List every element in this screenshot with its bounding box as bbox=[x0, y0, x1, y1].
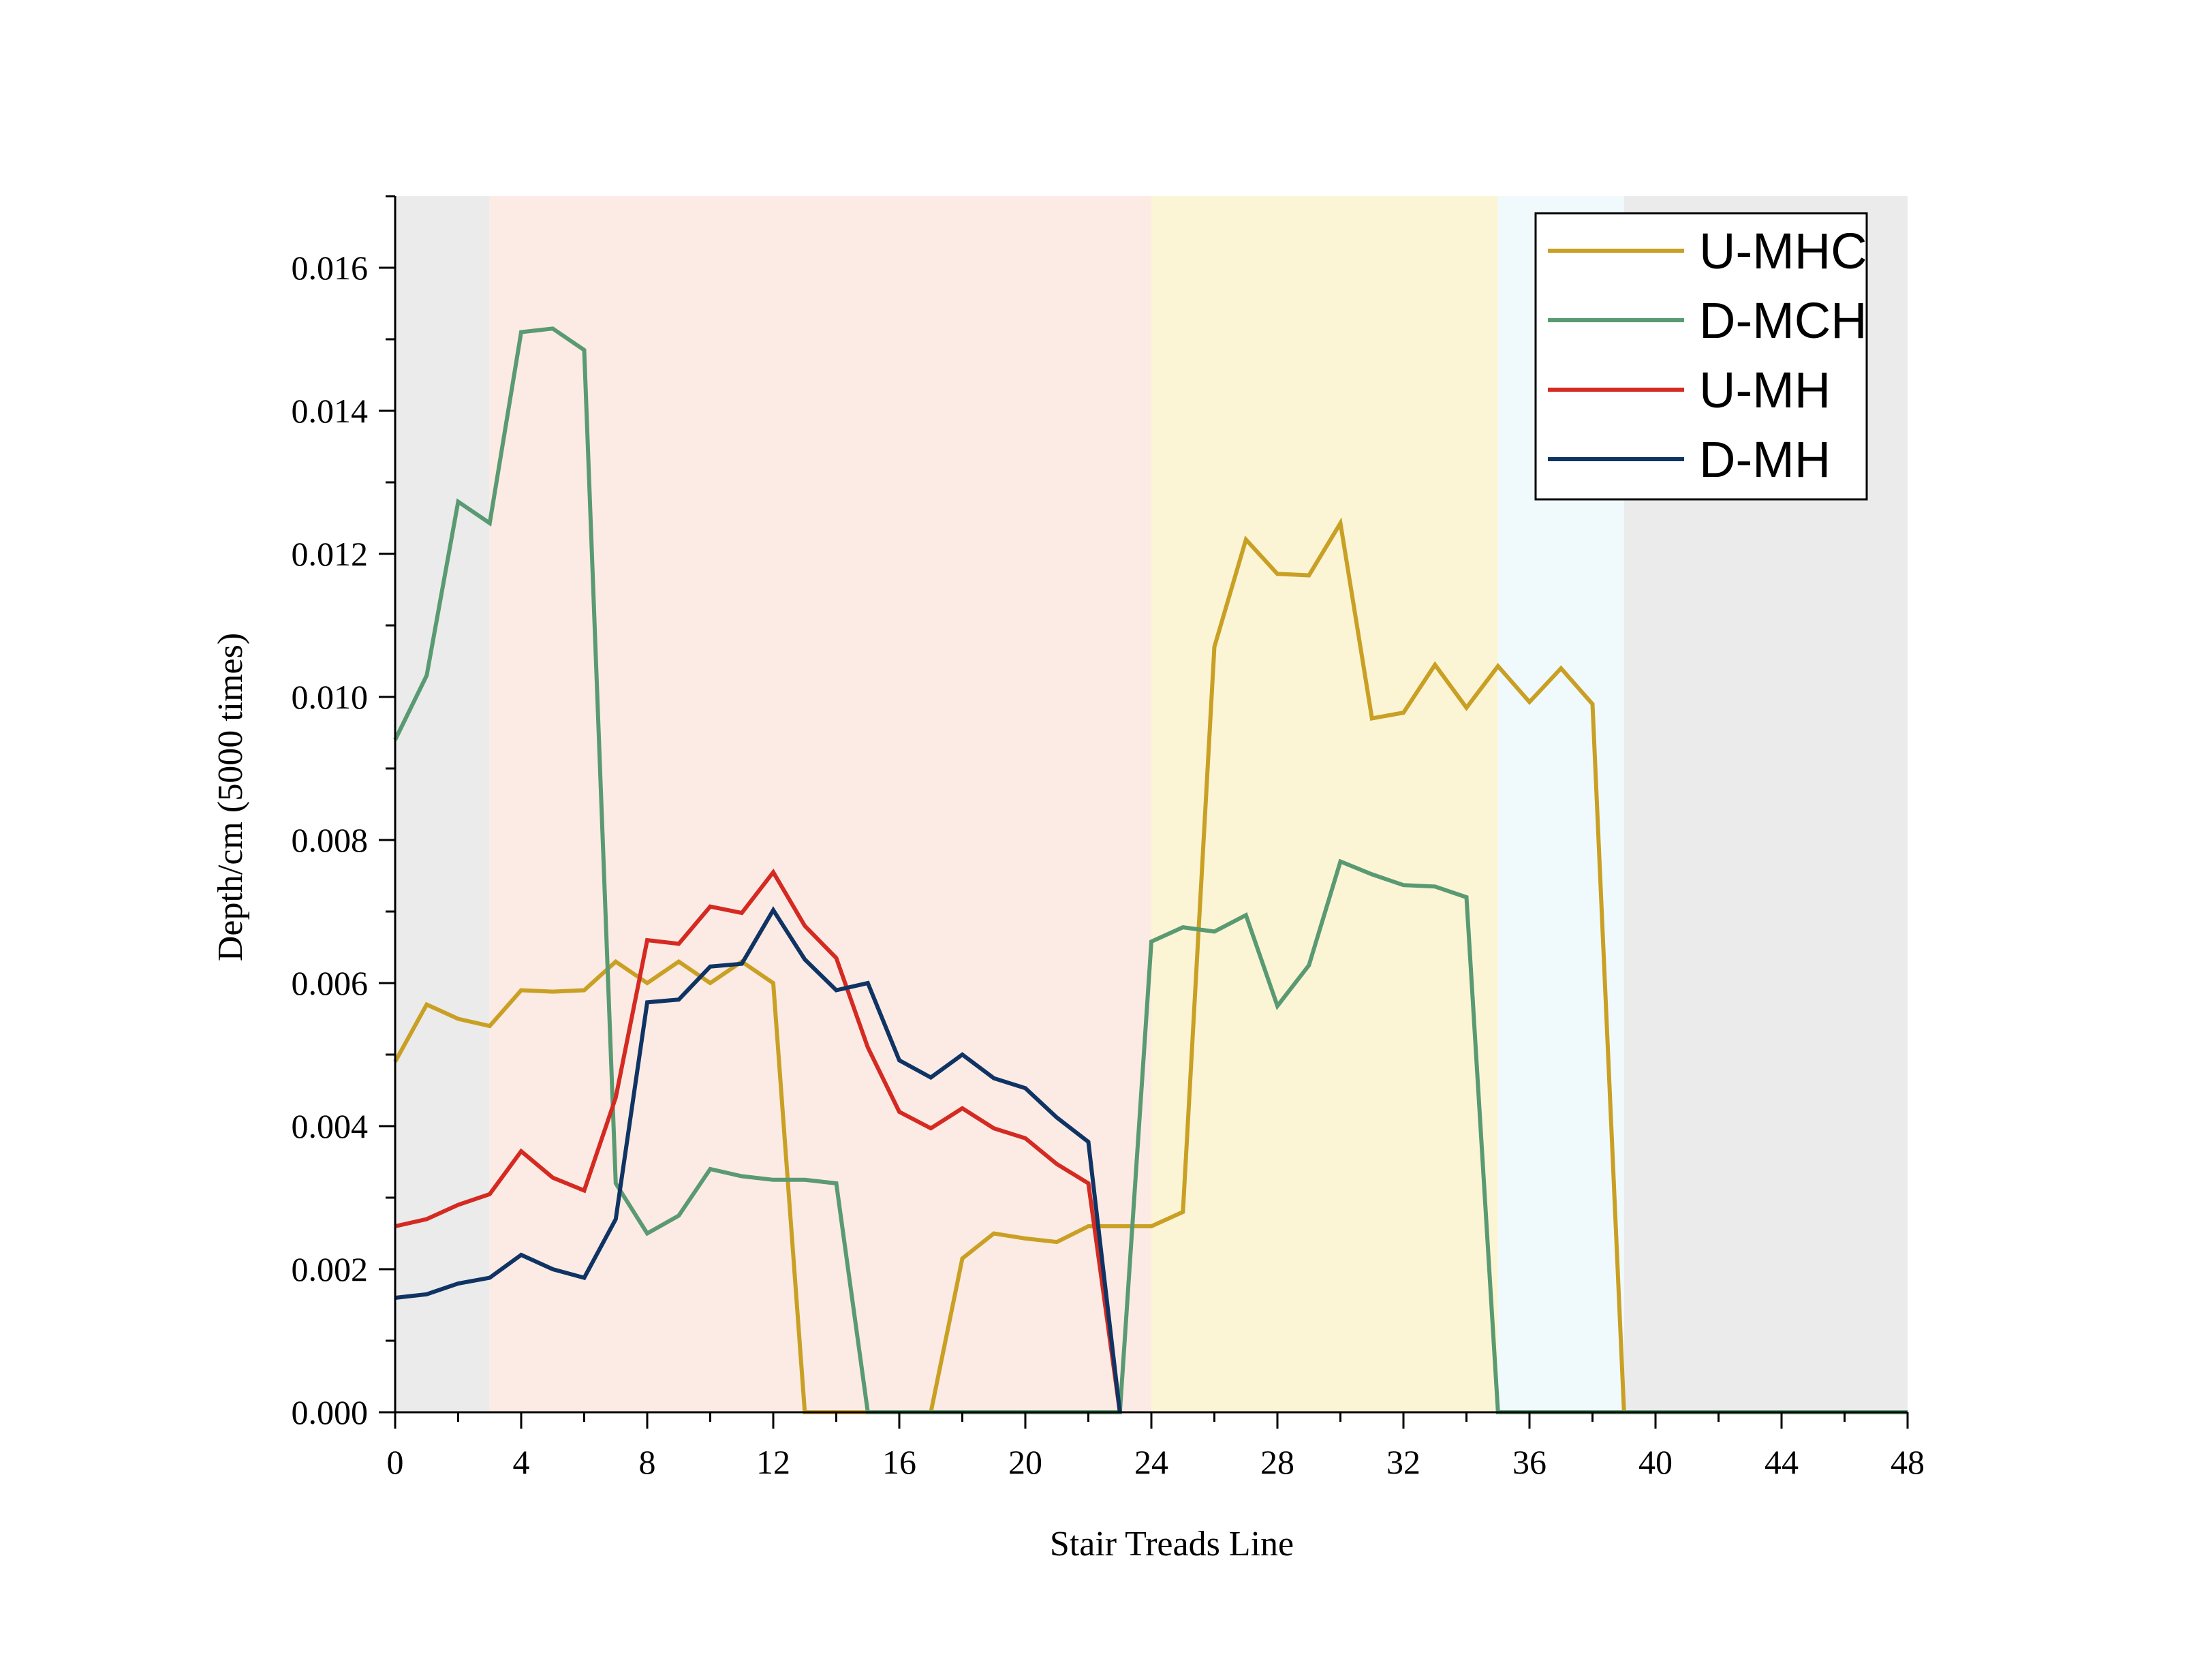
background-region-1 bbox=[489, 196, 1151, 1412]
x-tick-label: 24 bbox=[1134, 1443, 1168, 1481]
x-tick-labels: 0 4 8 12 16 20 24 28 32 36 40 44 48 bbox=[387, 1443, 1925, 1481]
y-tick-label: 0.006 bbox=[292, 964, 369, 1002]
x-axis-title: Stair Treads Line bbox=[1050, 1525, 1294, 1564]
x-tick-label: 0 bbox=[387, 1443, 404, 1481]
legend-label-u-mhc: U-MHC bbox=[1699, 223, 1867, 279]
series-line-d-mh bbox=[394, 906, 1122, 1413]
background-region-2 bbox=[1151, 196, 1498, 1412]
x-tick-label: 36 bbox=[1512, 1443, 1547, 1481]
y-axis-title: Depth/cm (5000 times) bbox=[211, 633, 250, 961]
legend-label-u-mh: U-MH bbox=[1699, 362, 1831, 418]
legend-label-d-mh: D-MH bbox=[1699, 431, 1831, 488]
x-tick-label: 48 bbox=[1891, 1443, 1925, 1481]
x-tick-label: 44 bbox=[1765, 1443, 1799, 1481]
x-tick-label: 16 bbox=[882, 1443, 916, 1481]
x-tick-label: 20 bbox=[1008, 1443, 1042, 1481]
x-tick-label: 4 bbox=[513, 1443, 530, 1481]
legend: U-MHC D-MCH U-MH D-MH bbox=[1534, 212, 1868, 501]
x-tick-label: 28 bbox=[1260, 1443, 1294, 1481]
x-tick-label: 32 bbox=[1386, 1443, 1420, 1481]
legend-box bbox=[1534, 212, 1868, 501]
y-tick-label: 0.012 bbox=[292, 535, 369, 573]
x-tick-label: 12 bbox=[756, 1443, 790, 1481]
x-tick-label: 8 bbox=[639, 1443, 656, 1481]
legend-label-d-mch: D-MCH bbox=[1699, 292, 1867, 349]
y-tick-label: 0.004 bbox=[292, 1107, 369, 1145]
series-line-u-mh bbox=[394, 868, 1122, 1413]
x-tick-label: 40 bbox=[1638, 1443, 1673, 1481]
y-tick-label: 0.010 bbox=[292, 678, 369, 716]
axes bbox=[379, 195, 1909, 1429]
y-tick-label: 0.016 bbox=[292, 249, 369, 287]
y-tick-label: 0.000 bbox=[292, 1393, 369, 1431]
background-region-0 bbox=[395, 196, 490, 1412]
y-tick-label: 0.002 bbox=[292, 1250, 369, 1288]
y-tick-label: 0.008 bbox=[292, 821, 369, 859]
y-tick-label: 0.014 bbox=[292, 392, 369, 430]
y-tick-labels: 0.000 0.002 0.004 0.006 0.008 0.010 0.012 0.014… bbox=[292, 249, 369, 1431]
